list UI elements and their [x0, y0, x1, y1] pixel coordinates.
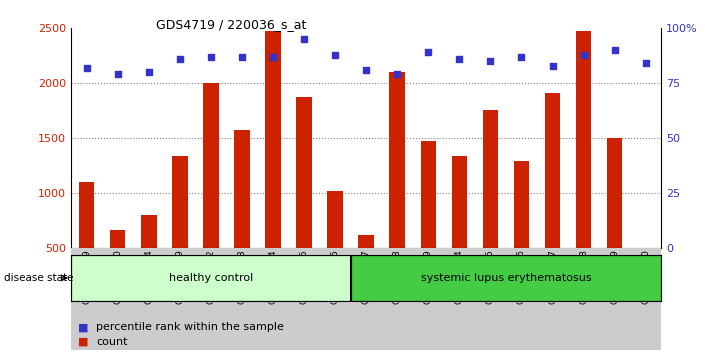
Point	[267, 54, 279, 60]
Bar	[265, 30, 281, 303]
Point	[454, 56, 465, 62]
Point	[174, 56, 186, 62]
Bar	[234, 130, 250, 303]
Bar	[576, 30, 592, 303]
Bar	[351, 255, 661, 301]
Point	[547, 63, 558, 68]
Text: systemic lupus erythematosus: systemic lupus erythematosus	[421, 273, 592, 283]
Point	[360, 67, 372, 73]
Text: disease state: disease state	[4, 273, 73, 283]
Text: healthy control: healthy control	[169, 273, 253, 283]
Bar	[420, 141, 436, 303]
Text: percentile rank within the sample: percentile rank within the sample	[96, 322, 284, 332]
Text: count: count	[96, 337, 127, 347]
Bar	[172, 156, 188, 303]
Text: ■: ■	[78, 322, 89, 332]
Bar	[71, 255, 351, 301]
Bar	[296, 97, 312, 303]
Bar	[110, 230, 125, 303]
Bar	[327, 191, 343, 303]
Bar	[79, 182, 95, 303]
Point	[578, 52, 589, 57]
Bar	[141, 215, 156, 303]
Bar	[358, 235, 374, 303]
Point	[112, 72, 124, 77]
Text: GDS4719 / 220036_s_at: GDS4719 / 220036_s_at	[156, 18, 306, 31]
Text: ■: ■	[78, 337, 89, 347]
Point	[422, 50, 434, 55]
Point	[205, 54, 217, 60]
Point	[609, 47, 620, 53]
Point	[236, 54, 247, 60]
Bar	[203, 83, 219, 303]
Point	[640, 61, 651, 66]
Point	[81, 65, 92, 71]
Point	[299, 36, 310, 42]
Point	[329, 52, 341, 57]
Bar	[607, 138, 622, 303]
Point	[143, 69, 154, 75]
Point	[392, 72, 403, 77]
Bar	[390, 72, 405, 303]
Bar	[545, 93, 560, 303]
Point	[485, 58, 496, 64]
Bar	[483, 109, 498, 303]
Bar	[513, 161, 529, 303]
Bar	[451, 156, 467, 303]
Point	[515, 54, 527, 60]
